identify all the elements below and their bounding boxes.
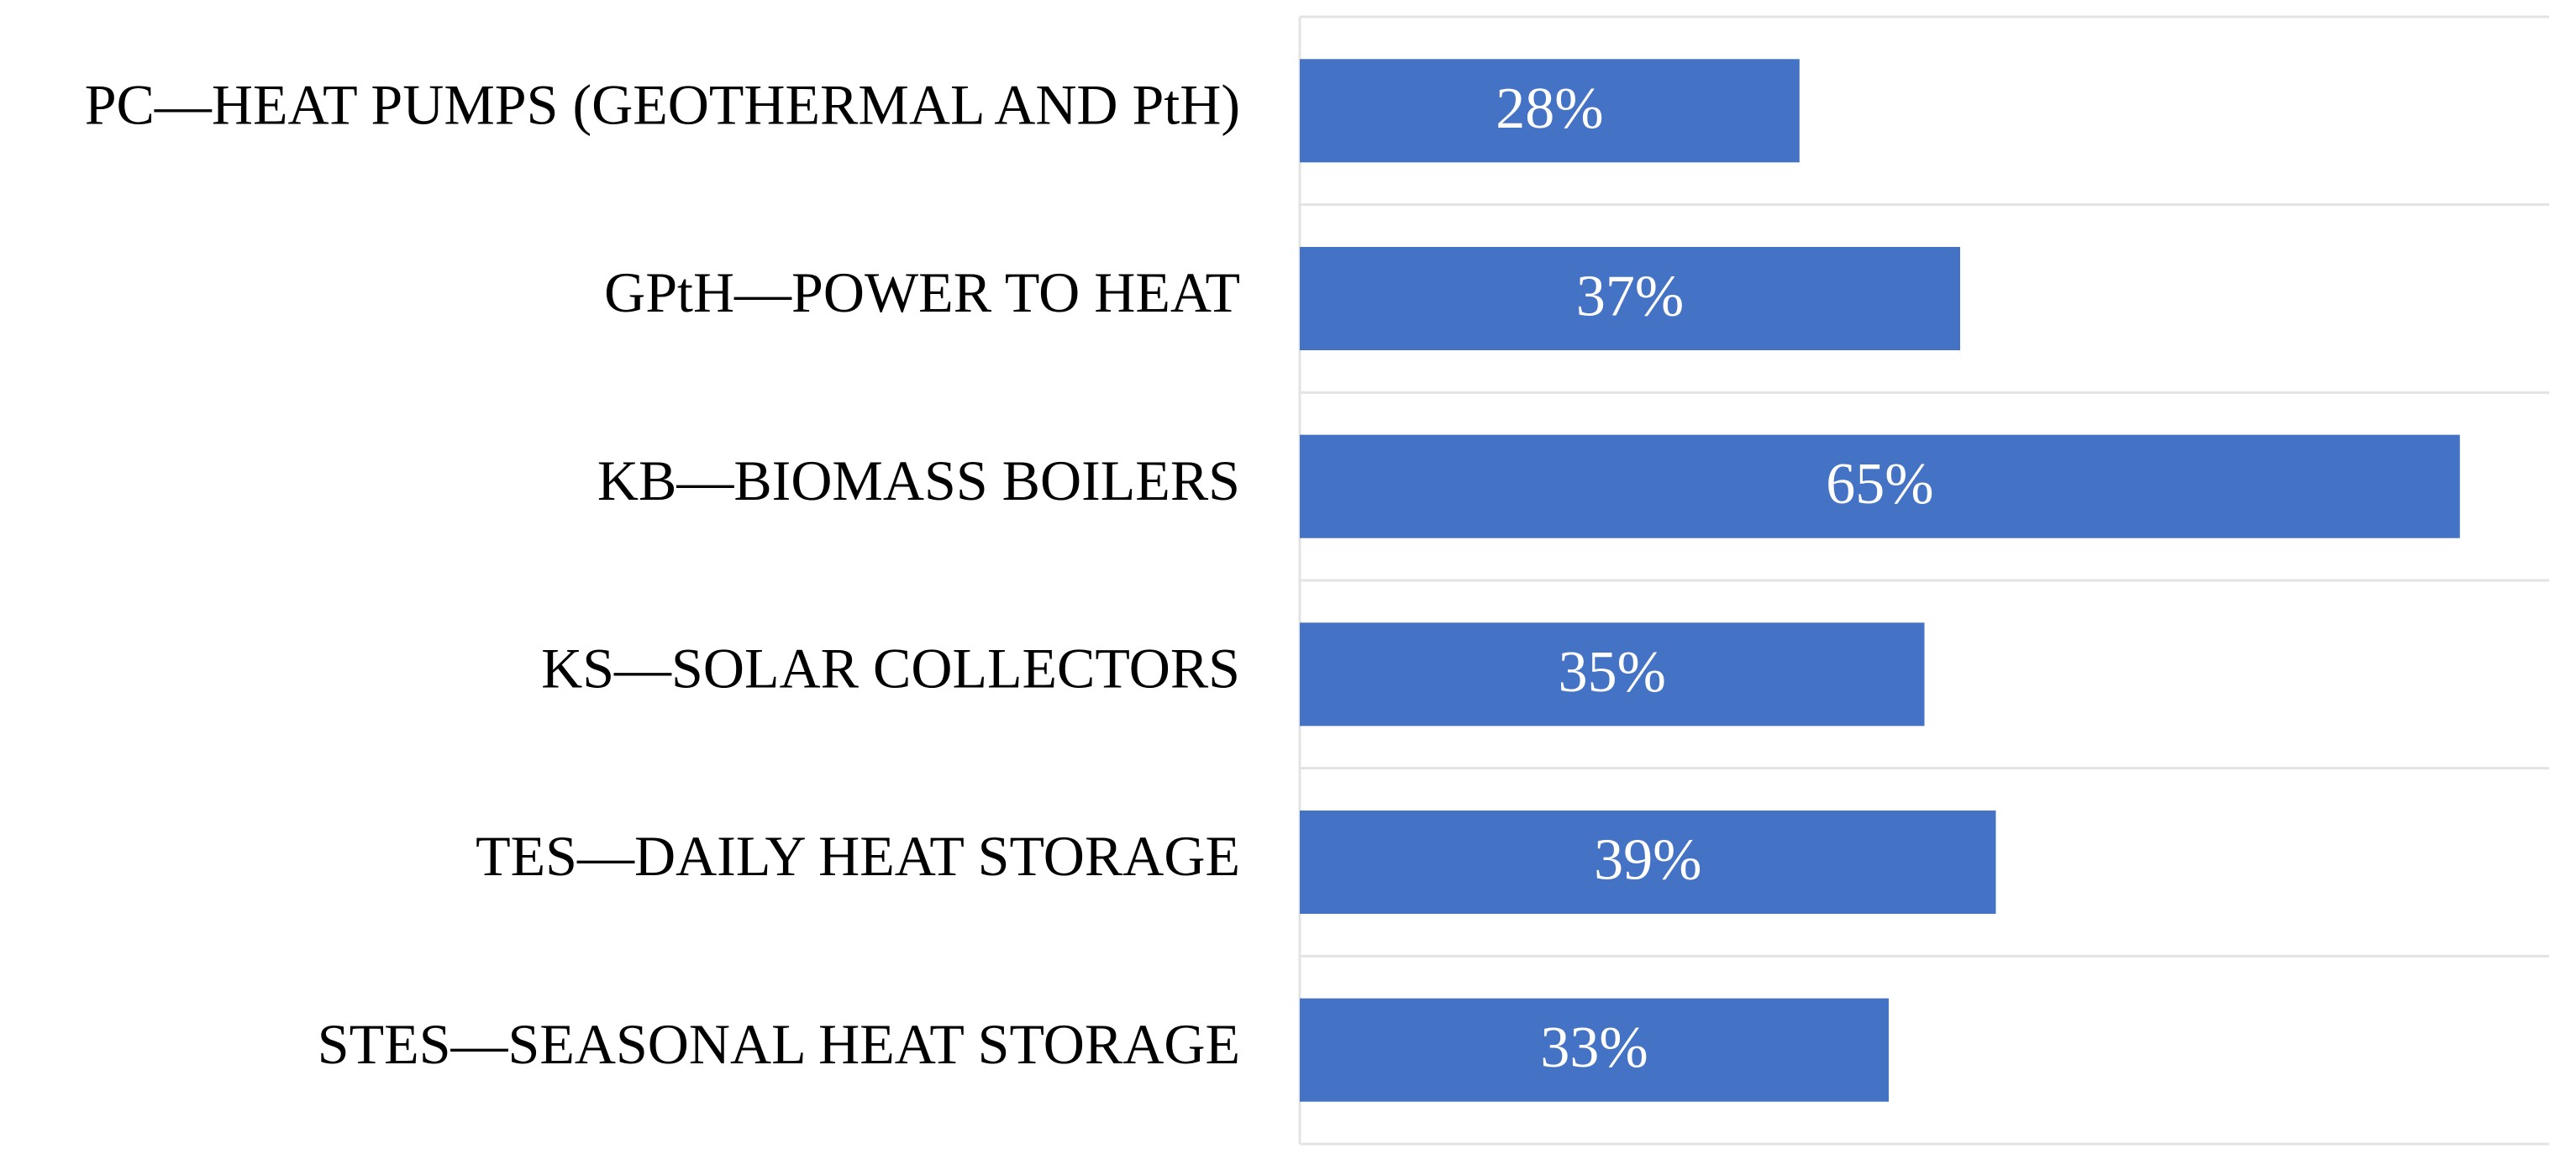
value-label: 39% xyxy=(1594,828,1701,893)
bar xyxy=(1300,59,1800,163)
category-label: TES—DAILY HEAT STORAGE xyxy=(476,824,1240,888)
bar xyxy=(1300,246,1960,351)
category-label: STES—SEASONAL HEAT STORAGE xyxy=(318,1012,1240,1076)
value-label: 37% xyxy=(1576,265,1684,329)
bar xyxy=(1300,998,1890,1102)
bar xyxy=(1300,622,1925,727)
value-label: 33% xyxy=(1540,1015,1648,1080)
category-label: KS—SOLAR COLLECTORS xyxy=(541,636,1240,700)
bar xyxy=(1300,434,2460,538)
bar xyxy=(1300,810,1996,915)
value-label: 65% xyxy=(1826,452,1933,517)
category-label: KB—BIOMASS BOILERS xyxy=(597,449,1240,512)
category-label: PC—HEAT PUMPS (GEOTHERMAL AND PtH) xyxy=(85,72,1240,136)
value-label: 35% xyxy=(1559,640,1666,705)
value-label: 28% xyxy=(1496,76,1603,141)
category-label: GPtH—POWER TO HEAT xyxy=(604,260,1240,324)
